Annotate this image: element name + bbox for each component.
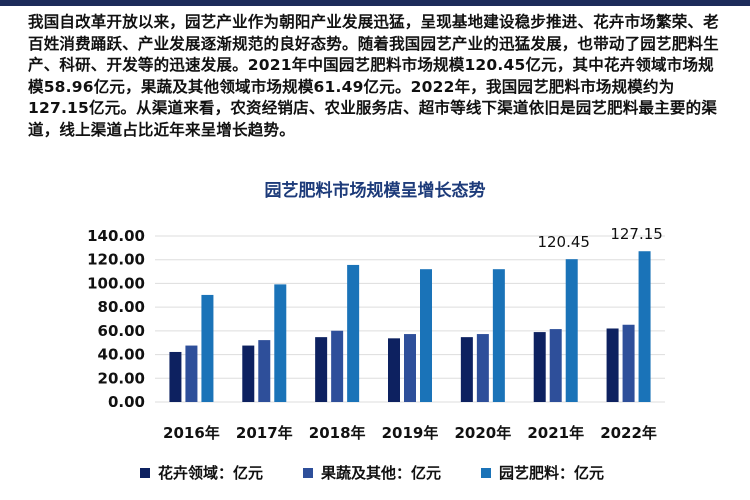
- x-tick-label: 2022年: [600, 424, 657, 442]
- bar: [638, 251, 651, 402]
- bar: [331, 330, 344, 402]
- bar: [460, 337, 473, 402]
- bar: [476, 334, 489, 402]
- x-tick-label: 2021年: [527, 424, 584, 442]
- top-bar: [0, 0, 750, 6]
- bar: [606, 328, 619, 402]
- x-tick-label: 2016年: [163, 424, 220, 442]
- bar: [492, 269, 505, 402]
- bar: [315, 337, 328, 402]
- x-tick-label: 2019年: [382, 424, 439, 442]
- intro-paragraph: 我国自改革开放以来，园艺产业作为朝阳产业发展迅猛，呈现基地建设稳步推进、花卉市场…: [28, 13, 719, 139]
- legend-item: 花卉领域：亿元: [140, 462, 263, 483]
- data-label: 120.45: [537, 233, 590, 251]
- bar: [185, 345, 198, 402]
- bar: [533, 332, 546, 402]
- legend-swatch: [481, 467, 492, 478]
- legend-swatch: [140, 467, 150, 478]
- legend-item: 园艺肥料：亿元: [481, 462, 604, 483]
- bar: [201, 294, 214, 402]
- y-tick-label: 80.00: [98, 298, 145, 316]
- y-tick-label: 120.00: [87, 251, 145, 269]
- legend-label: 园艺肥料：亿元: [499, 464, 605, 482]
- data-label: 127.15: [610, 225, 663, 243]
- bar: [388, 338, 400, 402]
- bar: [274, 284, 287, 402]
- bar: [565, 259, 578, 402]
- y-tick-label: 0.00: [108, 393, 145, 411]
- x-tick-label: 2017年: [236, 424, 293, 442]
- bar: [242, 345, 255, 402]
- y-tick-label: 60.00: [98, 322, 145, 340]
- y-tick-label: 20.00: [98, 369, 145, 387]
- legend-label: 花卉领域：亿元: [158, 464, 264, 482]
- chart-title: 园艺肥料市场规模呈增长态势: [264, 181, 486, 201]
- x-tick-label: 2018年: [309, 424, 366, 442]
- bar: [169, 351, 182, 402]
- bar: [420, 269, 432, 402]
- bar: [549, 329, 562, 402]
- y-tick-label: 140.00: [87, 227, 145, 245]
- legend-label: 果蔬及其他：亿元: [321, 464, 442, 482]
- legend-swatch: [303, 467, 314, 478]
- x-tick-label: 2020年: [454, 424, 511, 442]
- y-tick-label: 100.00: [87, 274, 145, 292]
- bar: [258, 340, 271, 402]
- y-tick-label: 40.00: [98, 346, 145, 364]
- legend-item: 果蔬及其他：亿元: [303, 462, 441, 483]
- bar: [404, 334, 416, 402]
- bar: [347, 264, 360, 402]
- bar: [622, 324, 635, 402]
- legend: 花卉领域：亿元 果蔬及其他：亿元 园艺肥料：亿元: [140, 462, 604, 483]
